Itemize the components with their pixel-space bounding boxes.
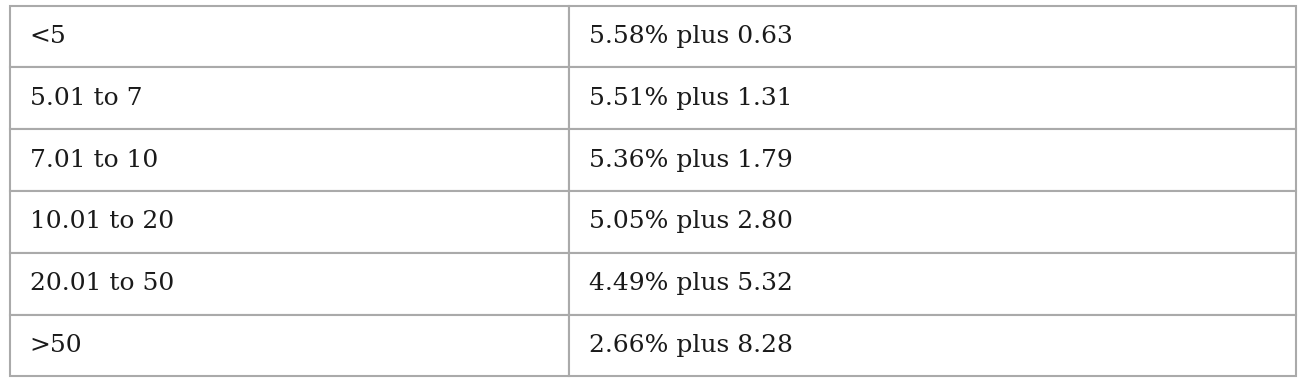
Bar [569, 129, 1296, 191]
Text: 20.01 to 50: 20.01 to 50 [30, 272, 174, 295]
Bar [569, 314, 1296, 376]
Bar [569, 68, 1296, 129]
Text: 5.36% plus 1.79: 5.36% plus 1.79 [589, 149, 793, 172]
Bar [10, 68, 569, 129]
Text: <5: <5 [30, 25, 67, 48]
Text: 5.58% plus 0.63: 5.58% plus 0.63 [589, 25, 793, 48]
Text: >50: >50 [30, 334, 82, 357]
Bar [10, 129, 569, 191]
Bar [569, 191, 1296, 253]
Text: 10.01 to 20: 10.01 to 20 [30, 210, 174, 233]
Bar [10, 314, 569, 376]
Text: 5.51% plus 1.31: 5.51% plus 1.31 [589, 87, 793, 110]
Text: 5.05% plus 2.80: 5.05% plus 2.80 [589, 210, 793, 233]
Text: 5.01 to 7: 5.01 to 7 [30, 87, 142, 110]
Text: 7.01 to 10: 7.01 to 10 [30, 149, 158, 172]
Bar [10, 6, 569, 68]
Text: 2.66% plus 8.28: 2.66% plus 8.28 [589, 334, 793, 357]
Text: 4.49% plus 5.32: 4.49% plus 5.32 [589, 272, 793, 295]
Bar [569, 6, 1296, 68]
Bar [569, 253, 1296, 314]
Bar [10, 191, 569, 253]
Bar [10, 253, 569, 314]
